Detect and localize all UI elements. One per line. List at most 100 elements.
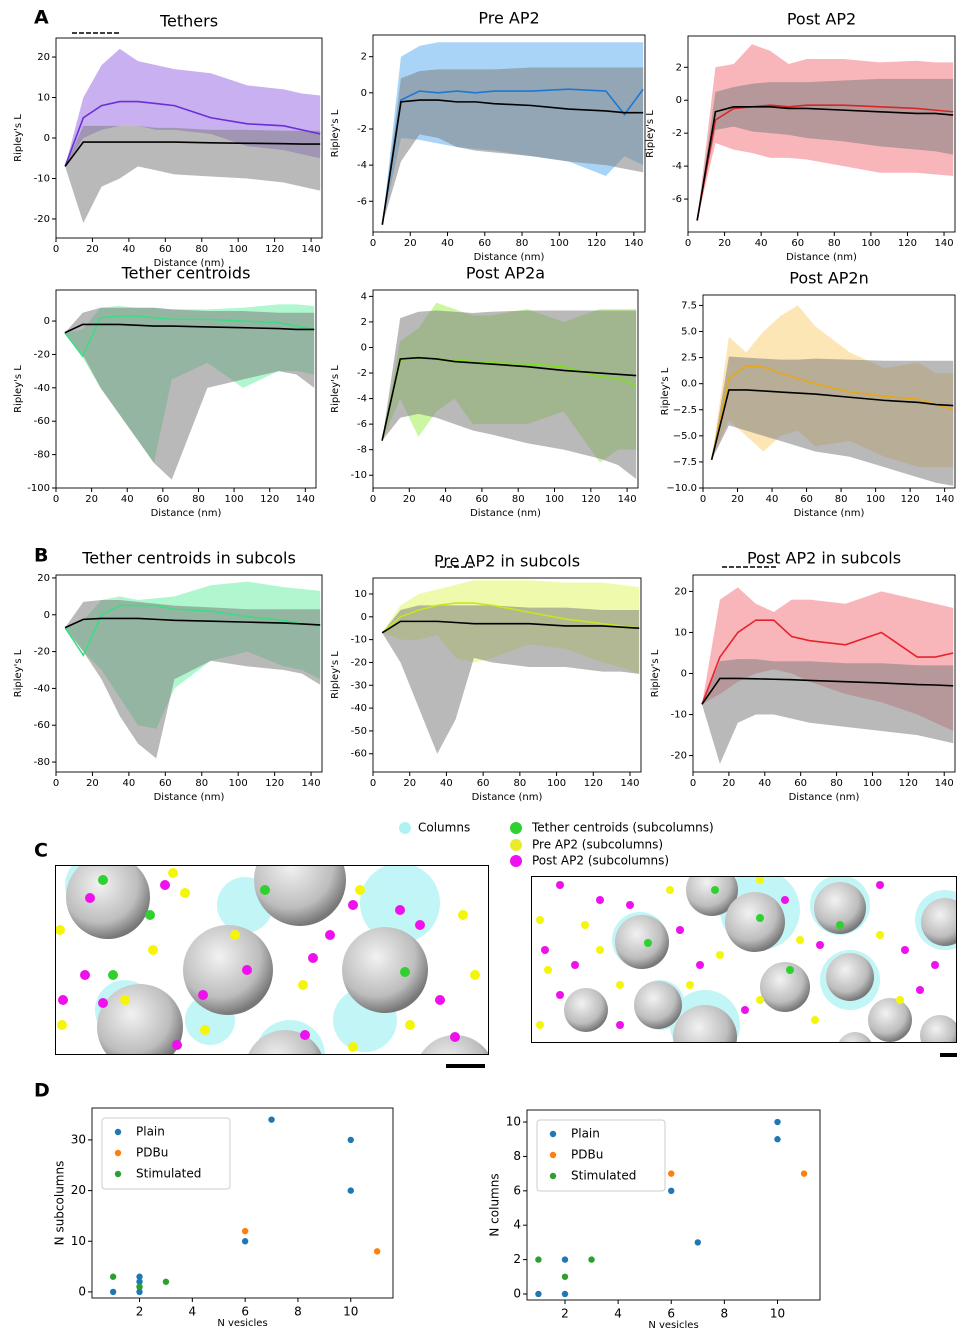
y-tick-label: 0 [44, 610, 50, 621]
x-tick-label: 40 [440, 778, 453, 789]
chart: Pre AP2 in subcolsDistance (nm)Ripley's … [330, 552, 641, 804]
chart: Tether centroids in subcolsDistance (nm)… [13, 549, 322, 804]
x-tick-label: 60 [159, 244, 172, 255]
y-tick-label: 7.5 [681, 300, 697, 311]
x-axis-label: N vesicles [217, 1318, 267, 1329]
y-tick-label: 10 [674, 627, 687, 638]
y-tick-label: -40 [34, 383, 50, 394]
point [562, 1256, 568, 1262]
point [163, 1279, 169, 1285]
legend-label: PDBu [571, 1148, 603, 1162]
chart-title: Tethers [159, 12, 218, 31]
x-tick-label: 100 [861, 238, 880, 249]
x-tick-label: 0 [370, 778, 376, 789]
plot-area [382, 42, 643, 225]
x-tick-label: 80 [192, 494, 205, 505]
x-tick-label: 4 [614, 1307, 622, 1321]
legend-marker [510, 855, 522, 867]
x-tick-label: 80 [830, 778, 843, 789]
x-tick-label: 0 [53, 778, 59, 789]
legend-label: PDBu [136, 1146, 168, 1160]
x-tick-label: 0 [370, 238, 376, 249]
point [348, 1187, 354, 1193]
x-tick-label: 20 [403, 494, 416, 505]
x-tick-label: 60 [800, 494, 813, 505]
legend-label: Tether centroids (subcolumns) [531, 821, 714, 835]
figure: A B C D Columns Tether centroids (subcol… [0, 0, 957, 1338]
x-axis-label: Distance (nm) [786, 252, 857, 263]
y-tick-label: 0.0 [681, 379, 697, 390]
band [712, 357, 954, 486]
y-tick-label: -30 [351, 680, 367, 691]
x-tick-label: 2 [561, 1307, 569, 1321]
y-tick-label: -6 [357, 419, 367, 430]
panel-label: D [34, 1080, 50, 1102]
chart-title: Post AP2 [787, 10, 856, 29]
x-tick-label: 4 [189, 1305, 197, 1319]
y-tick-label: −10.0 [666, 483, 697, 494]
point [562, 1274, 568, 1280]
y-tick-label: -8 [357, 445, 367, 456]
x-tick-label: 0 [700, 494, 706, 505]
x-tick-label: 80 [195, 778, 208, 789]
y-tick-label: -60 [34, 416, 50, 427]
y-tick-label: 20 [674, 586, 687, 597]
chart-title: Pre AP2 in subcols [434, 552, 580, 571]
x-tick-label: 100 [863, 778, 882, 789]
panel-label: C [34, 840, 48, 862]
x-tick-label: 100 [545, 494, 564, 505]
x-axis-label: Distance (nm) [470, 508, 541, 519]
y-tick-label: 2.5 [681, 353, 697, 364]
point [668, 1170, 674, 1176]
x-tick-label: 140 [620, 778, 639, 789]
legend-marker [510, 822, 522, 834]
x-tick-label: 120 [265, 778, 284, 789]
x-tick-label: 6 [241, 1305, 249, 1319]
y-tick-label: 0 [681, 669, 687, 680]
x-tick-label: 40 [439, 494, 452, 505]
legend-label: Plain [571, 1127, 600, 1141]
point [774, 1119, 780, 1125]
y-tick-label: 2 [361, 317, 367, 328]
x-tick-label: 40 [121, 494, 134, 505]
legend-label: Pre AP2 (subcolumns) [532, 838, 663, 852]
chart: N vesiclesN subcolumns2468100102030Plain… [53, 1108, 394, 1329]
y-tick-label: 4 [361, 291, 367, 302]
x-axis-label: Distance (nm) [472, 792, 543, 803]
x-tick-label: 100 [229, 778, 248, 789]
y-tick-label: −5.0 [673, 431, 697, 442]
point [588, 1256, 594, 1262]
x-tick-label: 40 [123, 244, 136, 255]
y-tick-label: 5.0 [681, 327, 697, 338]
point [695, 1239, 701, 1245]
x-tick-label: 140 [302, 244, 321, 255]
chart-title: Post AP2 in subcols [747, 549, 901, 568]
y-tick-label: -80 [34, 757, 50, 768]
plot-area [702, 587, 953, 763]
x-tick-label: 140 [935, 494, 954, 505]
y-tick-label: -80 [34, 450, 50, 461]
y-tick-label: 10 [71, 1234, 86, 1248]
y-tick-label: 10 [354, 589, 367, 600]
y-tick-label: 20 [37, 52, 50, 63]
point [348, 1137, 354, 1143]
x-tick-label: 40 [766, 494, 779, 505]
x-tick-label: 80 [835, 494, 848, 505]
band [382, 605, 639, 753]
y-tick-label: 0 [361, 612, 367, 623]
chart: Tether centroidsDistance (nm)Ripley's L0… [13, 264, 316, 520]
y-tick-label: 2 [513, 1252, 521, 1266]
plot-area [65, 49, 320, 223]
legend-label: Stimulated [136, 1167, 201, 1181]
x-tick-label: 140 [618, 494, 637, 505]
x-tick-label: 60 [477, 778, 490, 789]
x-tick-label: 0 [53, 494, 59, 505]
x-tick-label: 120 [587, 238, 606, 249]
y-tick-label: -20 [671, 751, 687, 762]
y-tick-label: -10 [671, 710, 687, 721]
chart-title: Tether centroids [121, 264, 251, 283]
x-tick-label: 0 [685, 238, 691, 249]
chart-title: Pre AP2 [478, 9, 539, 28]
x-tick-label: 60 [476, 494, 489, 505]
y-tick-label: -2 [357, 124, 367, 135]
